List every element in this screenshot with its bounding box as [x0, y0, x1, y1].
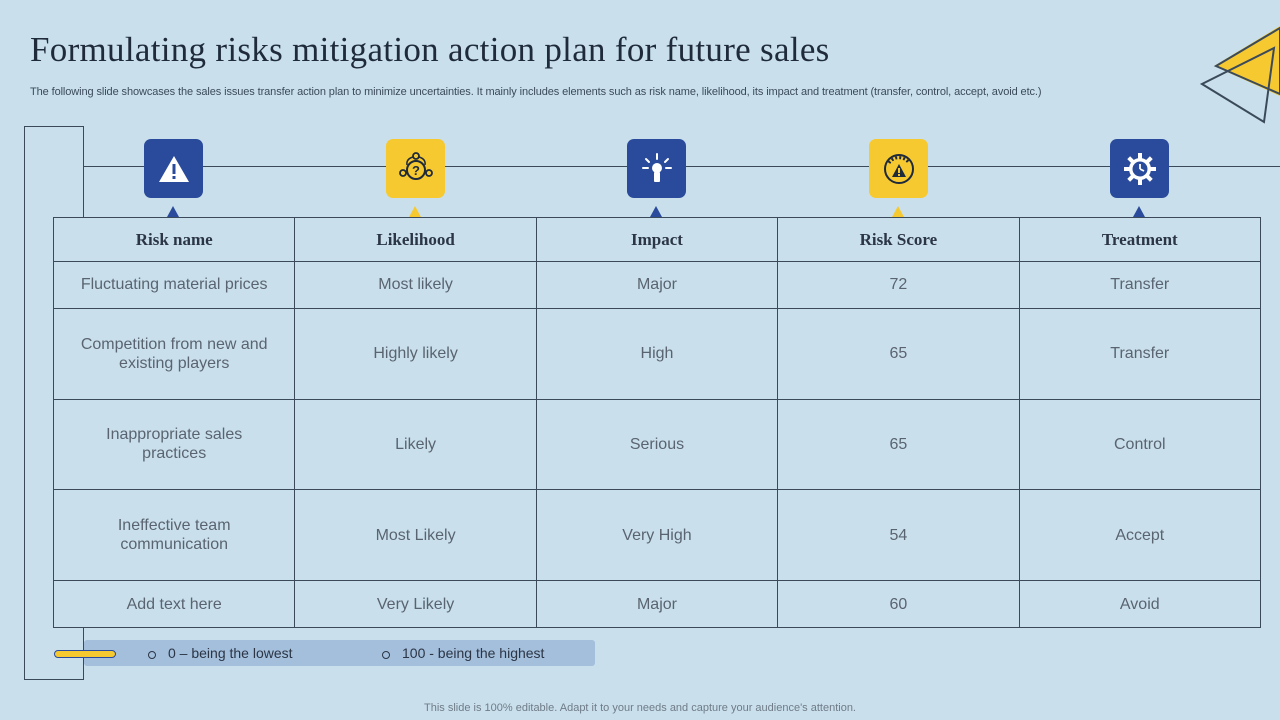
- header-risk-score: Risk Score: [777, 217, 1020, 262]
- impact-cell: High: [535, 307, 779, 400]
- treatment-cell: Avoid: [1018, 580, 1262, 628]
- impact-cell: Major: [535, 261, 779, 309]
- risk-name-cell: Inappropriate sales practices: [52, 398, 296, 491]
- bullet-icon: [148, 650, 156, 659]
- impact-cell: Serious: [535, 398, 779, 491]
- legend-high: 100 - being the highest: [382, 645, 544, 661]
- likelihood-cell: Most likely: [294, 261, 537, 309]
- column-pointer: [409, 206, 421, 217]
- likelihood-cell: Very Likely: [294, 580, 537, 628]
- lightbulb-burst-icon: [627, 139, 686, 198]
- header-treatment: Treatment: [1018, 217, 1262, 262]
- slide-title: Formulating risks mitigation action plan…: [30, 30, 830, 69]
- likelihood-cell: Likely: [294, 398, 537, 491]
- triangle-decoration-icon: [1200, 26, 1280, 124]
- table-row: Competition from new and existing player…: [52, 307, 1262, 400]
- column-pointer: [892, 206, 904, 217]
- impact-cell: Very High: [535, 489, 779, 582]
- risk-table: Risk name Likelihood Impact Risk Score T…: [52, 217, 1262, 628]
- gauge-warning-icon: [869, 139, 928, 198]
- risk-score-cell: 72: [777, 261, 1020, 309]
- gear-clock-icon: [1110, 139, 1169, 198]
- risk-score-cell: 60: [777, 580, 1020, 628]
- legend-low-label: 0 – being the lowest: [168, 645, 293, 661]
- column-pointer: [1133, 206, 1145, 217]
- slide-subtitle: The following slide showcases the sales …: [30, 86, 1042, 98]
- legend-accent-pill: [54, 650, 116, 658]
- svg-text:?: ?: [412, 163, 420, 178]
- table-row: Fluctuating material prices Most likely …: [52, 261, 1262, 309]
- treatment-cell: Transfer: [1018, 261, 1262, 309]
- column-pointer: [650, 206, 662, 217]
- bullet-icon: [382, 650, 390, 659]
- risk-score-cell: 54: [777, 489, 1020, 582]
- likelihood-cell: Highly likely: [294, 307, 537, 400]
- treatment-cell: Accept: [1018, 489, 1262, 582]
- risk-score-cell: 65: [777, 307, 1020, 400]
- table-row: Add text here Very Likely Major 60 Avoid: [52, 580, 1262, 628]
- header-likelihood: Likelihood: [294, 217, 537, 262]
- treatment-cell: Transfer: [1018, 307, 1262, 400]
- legend-bar: [84, 640, 595, 666]
- legend-high-label: 100 - being the highest: [402, 645, 545, 661]
- legend-low: 0 – being the lowest: [148, 645, 293, 661]
- table-row: Ineffective team communication Most Like…: [52, 489, 1262, 582]
- question-mindmap-icon: ?: [386, 139, 445, 198]
- risk-name-cell: Competition from new and existing player…: [52, 307, 296, 400]
- header-impact: Impact: [535, 217, 779, 262]
- treatment-cell: Control: [1018, 398, 1262, 491]
- likelihood-cell: Most Likely: [294, 489, 537, 582]
- column-pointer: [167, 206, 179, 217]
- risk-name-cell: Add text here: [52, 580, 296, 628]
- risk-name-cell: Fluctuating material prices: [52, 261, 296, 309]
- warning-icon: [144, 139, 203, 198]
- risk-name-cell: Ineffective team communication: [52, 489, 296, 582]
- header-risk-name: Risk name: [52, 217, 296, 262]
- table-header-row: Risk name Likelihood Impact Risk Score T…: [52, 217, 1262, 262]
- risk-score-cell: 65: [777, 398, 1020, 491]
- table-row: Inappropriate sales practices Likely Ser…: [52, 398, 1262, 491]
- footer-note: This slide is 100% editable. Adapt it to…: [424, 702, 856, 714]
- impact-cell: Major: [535, 580, 779, 628]
